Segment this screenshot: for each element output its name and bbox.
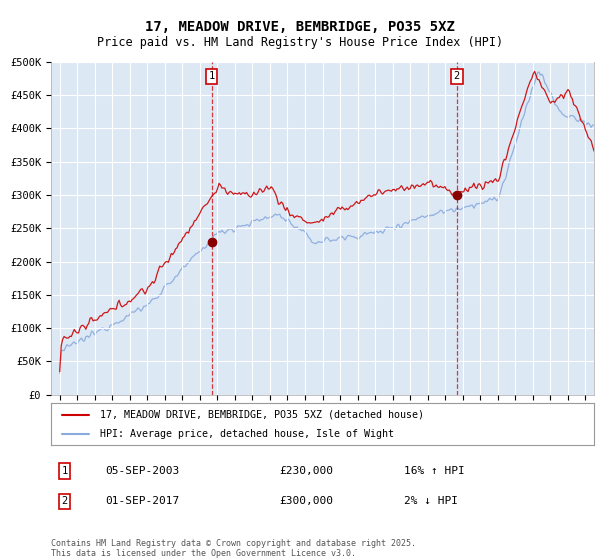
Text: 2: 2	[454, 71, 460, 81]
Text: £300,000: £300,000	[279, 496, 333, 506]
Text: 17, MEADOW DRIVE, BEMBRIDGE, PO35 5XZ: 17, MEADOW DRIVE, BEMBRIDGE, PO35 5XZ	[145, 20, 455, 34]
Text: Contains HM Land Registry data © Crown copyright and database right 2025.
This d: Contains HM Land Registry data © Crown c…	[51, 539, 416, 558]
Text: 17, MEADOW DRIVE, BEMBRIDGE, PO35 5XZ (detached house): 17, MEADOW DRIVE, BEMBRIDGE, PO35 5XZ (d…	[100, 409, 424, 419]
Text: £230,000: £230,000	[279, 466, 333, 476]
Text: Price paid vs. HM Land Registry's House Price Index (HPI): Price paid vs. HM Land Registry's House …	[97, 36, 503, 49]
Text: 2% ↓ HPI: 2% ↓ HPI	[404, 496, 458, 506]
Text: 2: 2	[61, 496, 68, 506]
Text: 01-SEP-2017: 01-SEP-2017	[106, 496, 179, 506]
Text: 16% ↑ HPI: 16% ↑ HPI	[404, 466, 465, 476]
Text: 1: 1	[61, 466, 68, 476]
Text: HPI: Average price, detached house, Isle of Wight: HPI: Average price, detached house, Isle…	[100, 429, 394, 439]
Text: 05-SEP-2003: 05-SEP-2003	[106, 466, 179, 476]
Text: 1: 1	[208, 71, 215, 81]
